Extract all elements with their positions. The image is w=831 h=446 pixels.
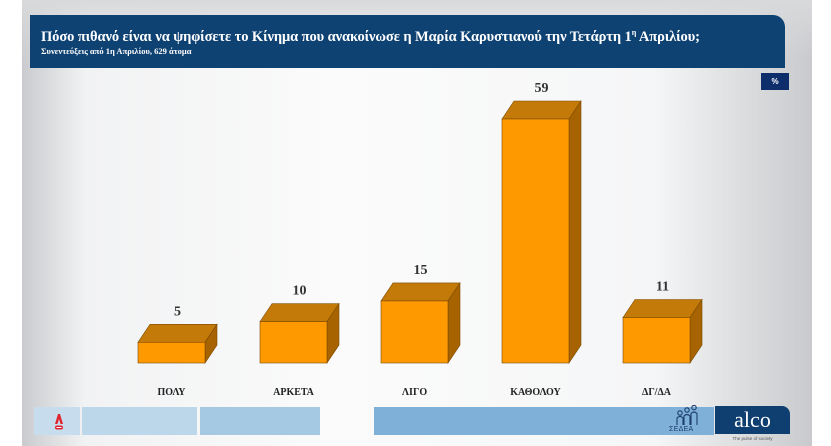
footer-segment	[200, 407, 320, 435]
alco-tagline: The pulse of society	[732, 436, 773, 441]
chart-subtitle: Συνεντεύξεις από 1η Απριλίου, 629 άτομα	[41, 46, 192, 56]
value-label: 5	[174, 304, 181, 319]
chart-header: Πόσο πιθανό είναι να ψηφίσετε το Κίνημα …	[30, 15, 785, 68]
category-label: ΔΓ/ΔΑ	[642, 387, 672, 398]
unit-badge: %	[761, 73, 789, 90]
category-label: ΠΟΛΥ	[158, 387, 187, 398]
bar: 10 ΑΡΚΕΤΑ	[259, 284, 340, 398]
bar: 5 ΠΟΛΥ	[137, 304, 218, 398]
footer-bar: ΣΕΔΕΑ alco The pulse of society	[22, 405, 812, 446]
category-label: ΚΑΘΟΛΟΥ	[510, 387, 561, 398]
value-label: 10	[293, 284, 307, 299]
category-label: ΑΡΚΕΤΑ	[273, 387, 314, 398]
bar: 15 ΛΙΓΟ	[380, 263, 461, 398]
slide: Πόσο πιθανό είναι να ψηφίσετε το Κίνημα …	[22, 0, 812, 446]
footer-segment	[82, 407, 197, 435]
sedea-label: ΣΕΔΕΑ	[669, 426, 694, 433]
footer-segment	[374, 407, 714, 435]
bar-chart: 5 ΠΟΛΥ 10 ΑΡΚΕΤΑ 15 ΛΙΓΟ 59 ΚΑΘΟΛΟΥ 11 ΔΓ/ΔΑ	[137, 81, 703, 398]
bar: 59 ΚΑΘΟΛΟΥ	[501, 81, 582, 398]
sedea-icon	[676, 405, 698, 425]
alco-logo: alco	[715, 406, 790, 434]
value-label: 59	[535, 81, 549, 96]
bar: 11 ΔΓ/ΔΑ	[622, 280, 703, 398]
value-label: 11	[656, 280, 669, 295]
chart-title: Πόσο πιθανό είναι να ψηφίσετε το Κίνημα …	[41, 28, 700, 45]
category-label: ΛΙΓΟ	[402, 387, 427, 398]
value-label: 15	[414, 263, 428, 278]
alpha-tv-icon	[55, 414, 63, 430]
